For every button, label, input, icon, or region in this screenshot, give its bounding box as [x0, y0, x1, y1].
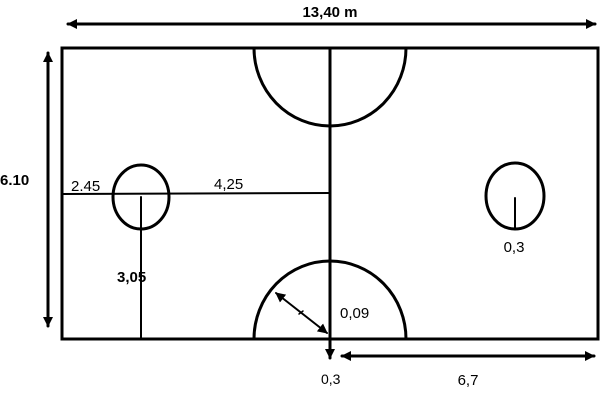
bottom-offset-label: 0,3	[321, 371, 341, 387]
top-semicircle	[252, 46, 408, 128]
bottom-semicircle	[252, 259, 408, 341]
half-width-label: 3,05	[117, 269, 146, 286]
left-segment-label: 2.45	[71, 178, 100, 195]
arc-radius-tick	[298, 310, 304, 315]
half-length-label: 6,7	[458, 372, 479, 389]
arc-radius-label: 0,09	[340, 305, 369, 322]
total-width-label: 6.10	[0, 172, 29, 189]
total-length-label: 13,40 m	[302, 4, 357, 21]
middle-segment-label: 4,25	[214, 176, 243, 193]
circle-radius-label: 0,3	[504, 239, 525, 256]
horizontal-measure-line	[61, 192, 331, 195]
